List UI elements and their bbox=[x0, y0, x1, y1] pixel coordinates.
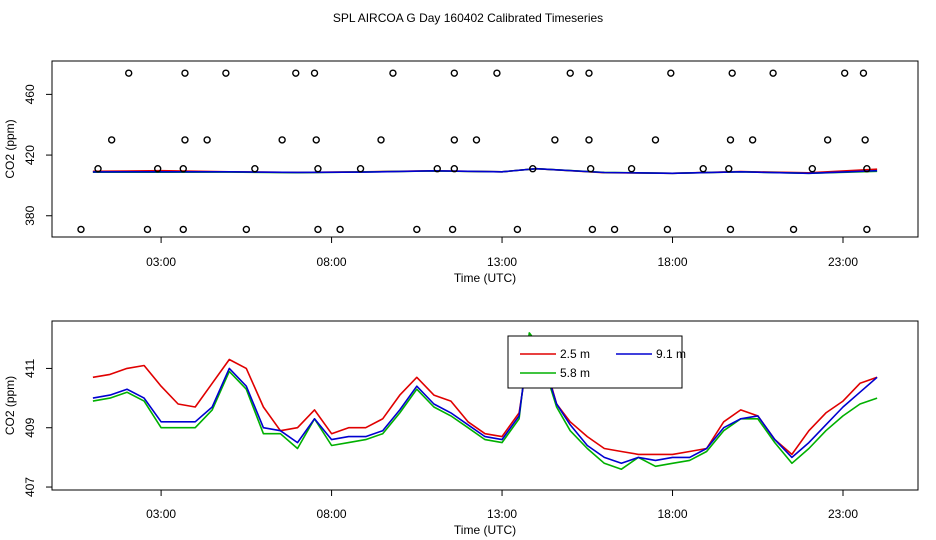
series-line-2-5-m bbox=[92, 340, 878, 456]
data-point bbox=[107, 136, 116, 144]
x-tick-label: 23:00 bbox=[828, 507, 858, 521]
data-point bbox=[181, 136, 189, 144]
data-point bbox=[310, 69, 319, 77]
data-point bbox=[181, 69, 189, 77]
data-point bbox=[725, 165, 733, 173]
data-point bbox=[840, 69, 849, 77]
data-point bbox=[861, 136, 869, 144]
data-point bbox=[450, 69, 459, 77]
data-point bbox=[179, 165, 187, 173]
legend: 2.5 m 9.1 m 5.8 m bbox=[507, 335, 686, 389]
x-tick-label: 18:00 bbox=[658, 255, 688, 269]
figure-title: SPL AIRCOA G Day 160402 Calibrated Times… bbox=[333, 11, 603, 25]
data-point bbox=[312, 136, 320, 144]
data-point bbox=[610, 225, 619, 234]
data-point bbox=[627, 165, 636, 173]
x-axis-label: Time (UTC) bbox=[454, 523, 516, 537]
y-axis-label: CO2 (ppm) bbox=[3, 119, 17, 178]
data-point bbox=[77, 225, 85, 234]
data-point bbox=[336, 225, 344, 234]
data-point bbox=[94, 165, 102, 173]
legend-box bbox=[507, 335, 683, 389]
data-point bbox=[450, 165, 459, 173]
data-point bbox=[356, 165, 365, 173]
data-point bbox=[125, 69, 133, 77]
data-point bbox=[472, 136, 481, 144]
data-point bbox=[859, 69, 868, 77]
y-tick-label: 420 bbox=[23, 145, 37, 165]
data-point bbox=[551, 136, 559, 144]
data-point bbox=[222, 69, 230, 77]
data-point bbox=[651, 136, 660, 144]
y-tick-label: 460 bbox=[23, 84, 37, 104]
data-point bbox=[433, 165, 441, 173]
data-point bbox=[808, 165, 817, 173]
data-point bbox=[726, 225, 735, 234]
x-tick-label: 08:00 bbox=[317, 255, 347, 269]
data-point bbox=[389, 69, 397, 77]
data-point bbox=[699, 165, 707, 173]
data-point bbox=[789, 225, 798, 234]
x-tick-label: 08:00 bbox=[317, 507, 347, 521]
series-line-9-1-m bbox=[92, 167, 878, 175]
y-tick-label: 411 bbox=[23, 359, 37, 378]
x-tick-label: 03:00 bbox=[146, 507, 176, 521]
data-point bbox=[143, 225, 152, 234]
data-point bbox=[585, 136, 593, 144]
x-tick-label: 03:00 bbox=[146, 255, 176, 269]
y-axis-label: CO2 (ppm) bbox=[3, 376, 17, 435]
data-point bbox=[769, 69, 777, 77]
y-tick-label: 380 bbox=[23, 205, 37, 225]
series-line-9-1-m bbox=[92, 337, 878, 465]
x-tick-label: 13:00 bbox=[487, 507, 517, 521]
data-point bbox=[242, 225, 251, 234]
legend-label: 5.8 m bbox=[560, 366, 590, 380]
legend-label: 9.1 m bbox=[656, 347, 686, 361]
data-point bbox=[726, 136, 735, 144]
data-point bbox=[529, 165, 537, 173]
data-point bbox=[450, 136, 459, 144]
x-tick-label: 18:00 bbox=[658, 507, 688, 521]
data-point bbox=[153, 165, 162, 173]
data-point bbox=[667, 69, 675, 77]
x-tick-label: 23:00 bbox=[828, 255, 858, 269]
data-point bbox=[863, 165, 871, 173]
y-tick-label: 409 bbox=[23, 417, 37, 437]
y-tick-label: 407 bbox=[23, 477, 37, 497]
data-point bbox=[251, 165, 259, 173]
data-point bbox=[413, 225, 421, 234]
bottom-panel: 03:00 08:00 13:00 18:00 23:00 Time (UTC) 407 40… bbox=[3, 320, 919, 537]
plot-frame bbox=[51, 320, 919, 491]
series-line-5-8-m bbox=[92, 332, 878, 471]
data-point bbox=[586, 165, 595, 173]
plot-frame bbox=[51, 60, 919, 238]
data-point bbox=[314, 225, 322, 234]
data-point bbox=[203, 136, 211, 144]
data-point bbox=[728, 69, 736, 77]
data-point bbox=[377, 136, 385, 144]
data-point bbox=[493, 69, 501, 77]
data-point bbox=[663, 225, 672, 234]
data-point bbox=[292, 69, 300, 77]
top-panel: 03:00 08:00 13:00 18:00 23:00 Time (UTC) 380 42… bbox=[3, 60, 919, 285]
data-point bbox=[585, 69, 593, 77]
data-point bbox=[278, 136, 286, 144]
x-axis-label: Time (UTC) bbox=[454, 271, 516, 285]
data-point bbox=[823, 136, 832, 144]
data-point bbox=[588, 225, 597, 234]
x-tick-label: 13:00 bbox=[487, 255, 517, 269]
data-point bbox=[863, 225, 871, 234]
data-point bbox=[566, 69, 574, 77]
data-point bbox=[513, 225, 522, 234]
data-point bbox=[314, 165, 322, 173]
data-point bbox=[179, 225, 187, 234]
data-point bbox=[448, 225, 457, 234]
legend-label: 2.5 m bbox=[560, 347, 590, 361]
data-point bbox=[748, 136, 757, 144]
